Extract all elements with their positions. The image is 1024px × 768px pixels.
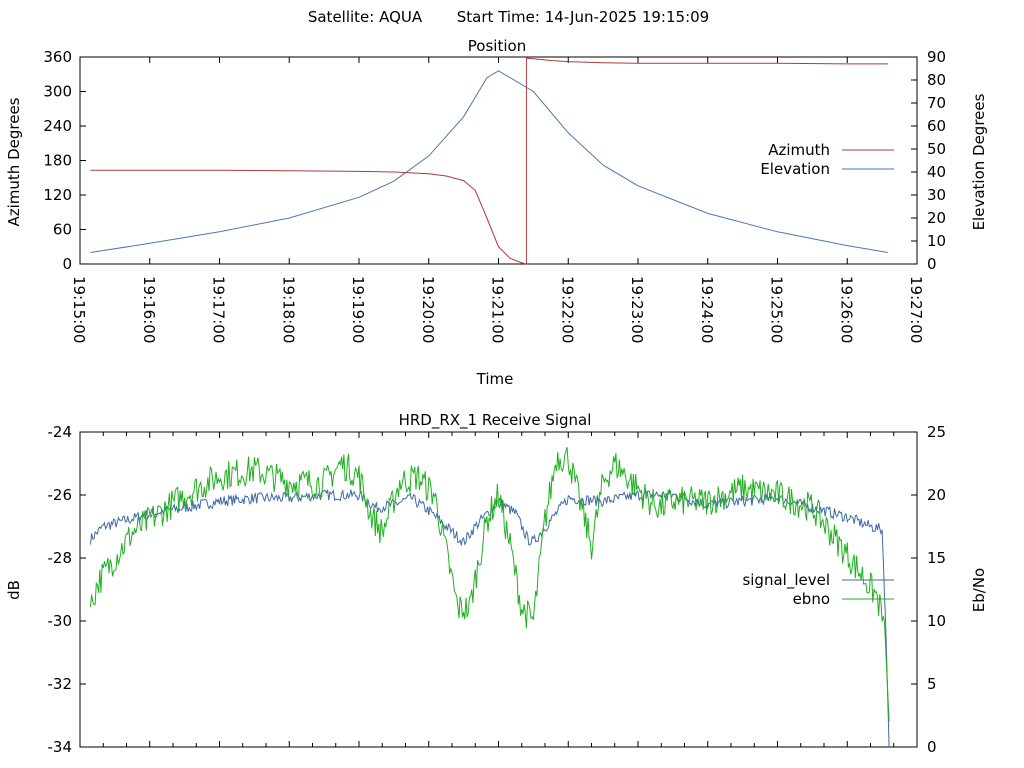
- y2-tick-label: 90: [927, 48, 946, 66]
- azimuth-axis-label: Azimuth Degrees: [5, 97, 23, 226]
- y2-tick-label: 40: [927, 163, 946, 181]
- position-x-axis-label: Time: [476, 370, 514, 388]
- x-tick-label: 19:16:00: [140, 276, 158, 343]
- y2-tick-label: 60: [927, 117, 946, 135]
- ebno-axis-label: Eb/No: [970, 568, 988, 612]
- y2-tick-label: 10: [927, 232, 946, 250]
- y2-tick-label: 10: [927, 612, 946, 630]
- start-time-label: Start Time: 14-Jun-2025 19:15:09: [457, 8, 709, 26]
- y-tick-label: 60: [53, 221, 72, 239]
- y2-tick-label: 0: [927, 738, 937, 756]
- x-tick-label: 19:17:00: [210, 276, 228, 343]
- satellite-label: Satellite: AQUA: [308, 8, 423, 26]
- position-chart-title: Position: [468, 37, 526, 55]
- y2-tick-label: 15: [927, 549, 946, 567]
- x-tick-label: 19:15:00: [70, 276, 88, 343]
- y2-tick-label: 5: [927, 675, 937, 693]
- y-tick-label: 120: [43, 186, 72, 204]
- x-tick-label: 19:19:00: [349, 276, 367, 343]
- y2-tick-label: 0: [927, 255, 937, 273]
- x-tick-label: 19:21:00: [489, 276, 507, 343]
- y-tick-label: 0: [62, 255, 72, 273]
- y2-tick-label: 70: [927, 94, 946, 112]
- x-tick-label: 19:20:00: [419, 276, 437, 343]
- db-axis-label: dB: [5, 580, 23, 600]
- legend-elevation-label: Elevation: [760, 160, 830, 178]
- legend-signal_level-label: signal_level: [742, 571, 830, 590]
- y2-tick-label: 25: [927, 423, 946, 441]
- y-tick-label: 360: [43, 48, 72, 66]
- y-tick-label: 300: [43, 83, 72, 101]
- x-tick-label: 19:26:00: [837, 276, 855, 343]
- y-tick-label: 180: [43, 152, 72, 170]
- legend-azimuth-label: Azimuth: [768, 141, 830, 159]
- receive-signal-chart: HRD_RX_1 Receive Signal dB Eb/No -34 -32 -…: [5, 411, 988, 756]
- y-tick-label: 240: [43, 117, 72, 135]
- azimuth-line: [90, 57, 888, 265]
- y-tick-label: -34: [48, 738, 73, 756]
- y-tick-label: -32: [48, 675, 73, 693]
- legend-ebno-label: ebno: [793, 590, 830, 608]
- ebno-line: [90, 446, 890, 722]
- elevation-axis-label: Elevation Degrees: [970, 93, 988, 230]
- x-tick-label: 19:22:00: [558, 276, 576, 343]
- x-tick-label: 19:23:00: [628, 276, 646, 343]
- y2-tick-label: 20: [927, 486, 946, 504]
- x-tick-label: 19:27:00: [907, 276, 925, 343]
- position-chart: Position Time Azimuth Degrees Elevation …: [5, 37, 988, 388]
- y-tick-label: -24: [48, 423, 73, 441]
- y-tick-label: -28: [48, 549, 73, 567]
- x-tick-label: 19:18:00: [279, 276, 297, 343]
- receive-signal-chart-title: HRD_RX_1 Receive Signal: [399, 411, 592, 430]
- plot-frame: [79, 431, 918, 748]
- y2-tick-label: 30: [927, 186, 946, 204]
- x-tick-label: 19:25:00: [768, 276, 786, 343]
- y2-tick-label: 20: [927, 209, 946, 227]
- y2-tick-label: 80: [927, 71, 946, 89]
- y-tick-label: -30: [48, 612, 73, 630]
- signal_level-line: [90, 488, 890, 748]
- y-tick-label: -26: [48, 486, 73, 504]
- x-tick-label: 19:24:00: [698, 276, 716, 343]
- y2-tick-label: 50: [927, 140, 946, 158]
- elevation-line: [90, 70, 888, 253]
